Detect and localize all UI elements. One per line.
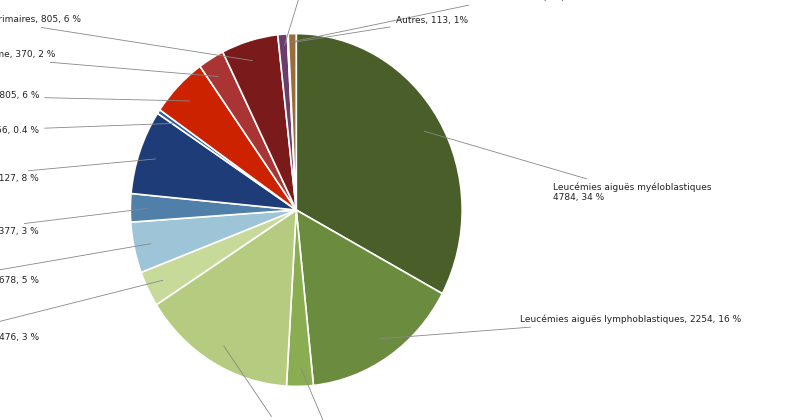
Text: Maladies autoimmunitaires, 13, 0.1 %: Maladies autoimmunitaires, 13, 0.1 % [291,0,592,42]
Text: Leucémies aiguës lymphoblastiques, 2254, 16 %: Leucémies aiguës lymphoblastiques, 2254,… [380,315,742,339]
Text: Maladies de Huntington, 377, 3 %: Maladies de Huntington, 377, 3 % [0,208,148,236]
Text: Immunodéficiences primaires, 805, 6 %: Immunodéficiences primaires, 805, 6 % [0,15,252,60]
Wedge shape [296,34,462,294]
Wedge shape [157,110,296,210]
Wedge shape [200,52,296,210]
Wedge shape [288,34,296,210]
Text: Leucémies aiguës myéloblastiques
4784, 34 %: Leucémies aiguës myéloblastiques 4784, 3… [424,131,712,202]
Wedge shape [287,210,314,386]
Text: Tumeurs solides, 56, 0.4 %: Tumeurs solides, 56, 0.4 % [0,123,172,135]
Wedge shape [156,210,296,386]
Text: Troubles héréditaires du métabolisme, 133, 1 %: Troubles héréditaires du métabolisme, 13… [196,0,413,46]
Wedge shape [131,113,296,210]
Wedge shape [288,34,296,210]
Wedge shape [141,210,296,305]
Wedge shape [130,194,296,222]
Wedge shape [223,35,296,210]
Wedge shape [130,210,296,273]
Text: Leucémies lymphoïdes chroniques, 476, 3 %: Leucémies lymphoïdes chroniques, 476, 3 … [0,280,163,342]
Wedge shape [160,66,296,210]
Text: Thalassémie/Anémie falciforme, 370, 2 %: Thalassémie/Anémie falciforme, 370, 2 % [0,50,219,76]
Text: Leucémies myéloïdes chroniques, 377, 3 %: Leucémies myéloïdes chroniques, 377, 3 % [231,368,427,420]
Text: Lymphomes non-hodgkiniens, 1127, 8 %: Lymphomes non-hodgkiniens, 1127, 8 % [0,159,156,183]
Wedge shape [278,34,296,210]
Text: Autres, 113, 1%: Autres, 113, 1% [295,16,468,42]
Text: Troubles des cellules plasmatiques, 678, 5 %: Troubles des cellules plasmatiques, 678,… [0,244,151,285]
Text: Déficiences de la moelle osseuse, 805, 6 %: Déficiences de la moelle osseuse, 805, 6… [0,91,190,101]
Wedge shape [296,210,442,386]
Text: Syndromes Myélodysplasiques, 2189, 15 %: Syndromes Myélodysplasiques, 2189, 15 % [180,346,376,420]
